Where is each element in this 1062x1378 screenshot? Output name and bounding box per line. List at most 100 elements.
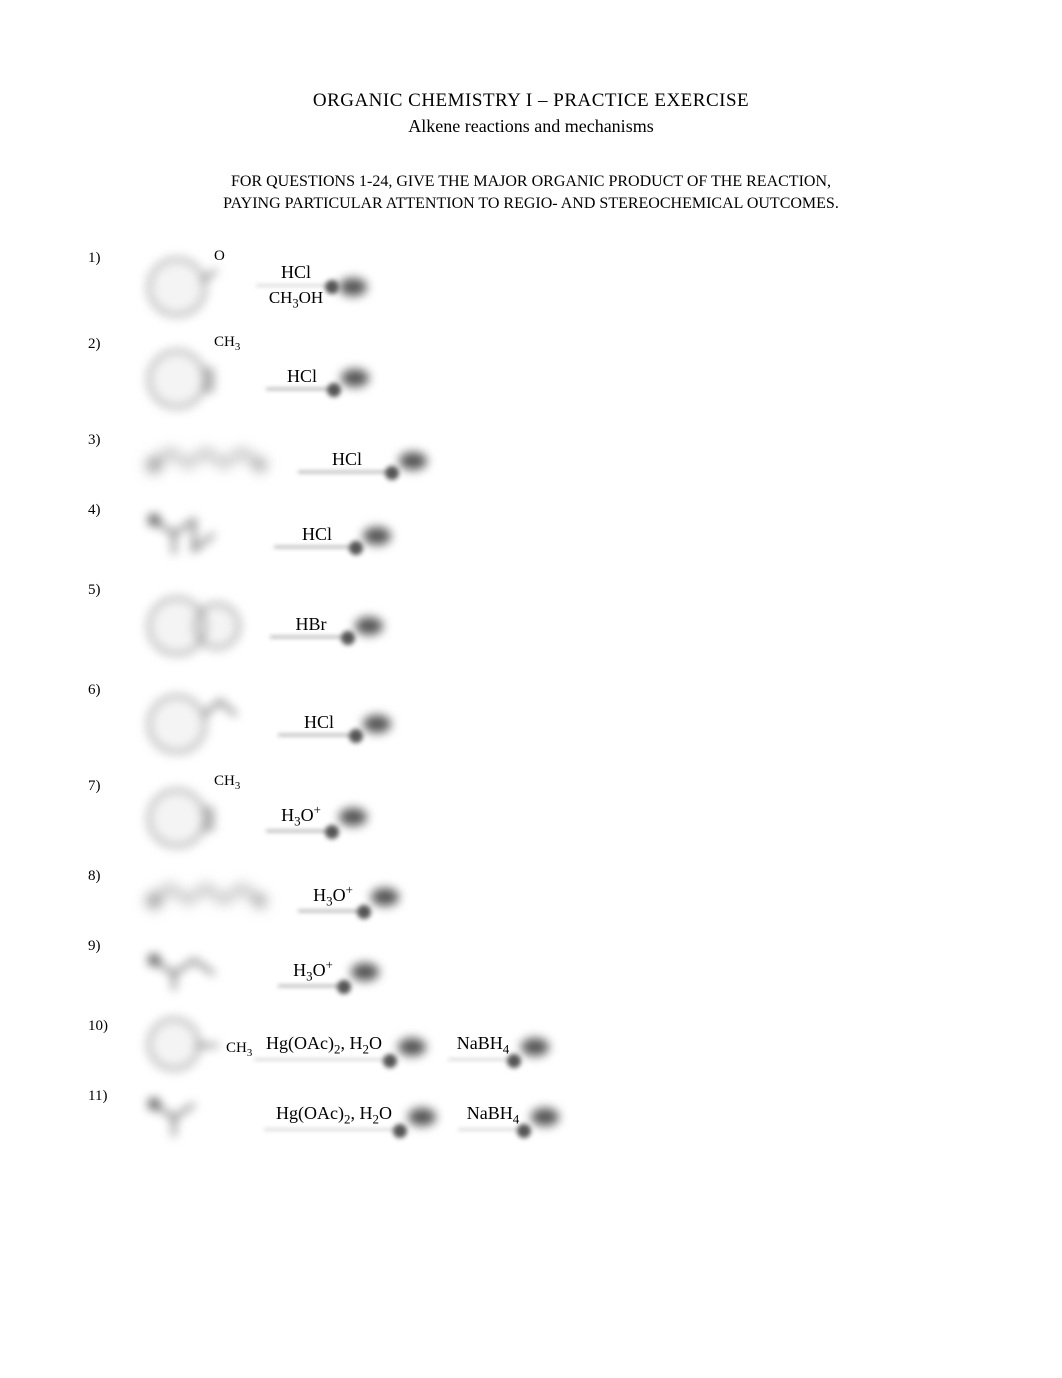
question-number: 2): [88, 330, 148, 353]
question-number: 1): [88, 244, 148, 267]
question-row: 2)CH3HCl: [88, 330, 1062, 426]
reagent-arrow: HCl: [266, 367, 338, 390]
question-row: 9) H3O+: [88, 932, 1062, 1012]
reagent-label: HCl: [304, 713, 334, 733]
page-title: ORGANIC CHEMISTRY I – PRACTICE EXERCISE: [0, 90, 1062, 112]
product-placeholder: [355, 617, 383, 635]
question-row: 8) H3O+: [88, 862, 1062, 932]
reaction-scheme: Hg(OAc)2, H2O NaBH4: [148, 1092, 559, 1143]
reagent-arrow: H3O+: [278, 958, 348, 987]
question-number: 6): [88, 676, 148, 699]
reaction-scheme: CH3HCl: [148, 342, 369, 414]
reagent-label: NaBH4: [467, 1104, 519, 1127]
reaction-arrow: [298, 471, 396, 473]
reaction-arrow: [278, 734, 360, 736]
question-row: 6) HCl: [88, 676, 1062, 772]
question-row: 3) HCl: [88, 426, 1062, 496]
question-number: 11): [88, 1082, 148, 1105]
molecule-structure: [148, 506, 244, 567]
question-number: 8): [88, 862, 148, 885]
reaction-arrow: [266, 830, 336, 832]
product-placeholder: [351, 963, 379, 981]
reaction-scheme: CH3H3O+: [148, 781, 367, 853]
reaction-arrow: [270, 636, 352, 638]
product-placeholder: [399, 452, 427, 470]
product-placeholder: [521, 1038, 549, 1056]
product-placeholder: [363, 715, 391, 733]
reagent-label: Hg(OAc)2, H2O: [276, 1104, 392, 1127]
reaction-scheme: HCl: [148, 691, 391, 757]
reagent-arrow-step2: NaBH4: [458, 1104, 528, 1130]
reagent-label: H3O+: [313, 883, 353, 909]
reaction-scheme: H3O+: [148, 948, 379, 997]
intermediate-placeholder: [408, 1108, 436, 1126]
reagent-label: NaBH4: [457, 1034, 509, 1057]
reagent-label: H3O+: [281, 803, 321, 829]
reaction-scheme: HCl: [148, 506, 391, 567]
reaction-arrow: [254, 1059, 394, 1061]
reagent-arrow: HBr: [270, 615, 352, 638]
reagent-arrow: H3O+: [298, 883, 368, 912]
molecule-structure: [148, 256, 226, 318]
structure-annotation: CH3: [214, 773, 240, 792]
reagent-arrow: HCl: [298, 450, 396, 473]
question-row: 7)CH3H3O+: [88, 772, 1062, 862]
structure-annotation: CH3: [214, 334, 240, 353]
question-row: 4) HCl: [88, 496, 1062, 576]
reagent-arrow: HCl: [274, 525, 360, 548]
structure-annotation: O: [214, 248, 225, 265]
question-row: 1) O HCl CH3OH: [88, 244, 1062, 330]
question-row: 11) Hg(OAc)2, H2O NaBH4: [88, 1082, 1062, 1152]
reaction-arrow: [266, 388, 338, 390]
reagent-arrow-step2: NaBH4: [448, 1034, 518, 1060]
reagent-arrow: HCl CH3OH: [256, 263, 336, 312]
reaction-arrow: [256, 285, 336, 287]
molecule-structure: [148, 597, 240, 655]
instructions-block: FOR QUESTIONS 1-24, GIVE THE MAJOR ORGAN…: [0, 171, 1062, 214]
molecule-structure: [148, 691, 248, 757]
structure-annotation: CH3: [226, 1040, 252, 1059]
molecule-structure: [148, 948, 248, 997]
question-number: 5): [88, 576, 148, 599]
reagent-label: H3O+: [293, 958, 333, 984]
product-placeholder: [339, 808, 367, 826]
questions-list: 1)OHClCH3OH2)CH3HCl3)HCl4)HCl5)HBr6)HCl7…: [0, 244, 1062, 1152]
question-number: 3): [88, 426, 148, 449]
question-number: 9): [88, 932, 148, 955]
product-placeholder: [341, 369, 369, 387]
question-row: 10) CH3 Hg(OAc)2, H2O NaBH4: [88, 1012, 1062, 1082]
reaction-scheme: HBr: [148, 597, 383, 655]
instructions-line2: PAYING PARTICULAR ATTENTION TO REGIO- AN…: [0, 193, 1062, 215]
instructions-line1: FOR QUESTIONS 1-24, GIVE THE MAJOR ORGAN…: [0, 171, 1062, 193]
molecule-structure: [148, 1018, 224, 1076]
reaction-arrow: [278, 985, 348, 987]
reagent-label: HCl: [332, 450, 362, 470]
reagent-label: HCl: [302, 525, 332, 545]
molecule-structure: [148, 443, 268, 480]
question-row: 5) HBr: [88, 576, 1062, 676]
question-number: 4): [88, 496, 148, 519]
reaction-arrow: [298, 910, 368, 912]
reagent-label: HCl: [281, 263, 311, 283]
molecule-structure: [148, 1092, 234, 1143]
question-number: 10): [88, 1012, 148, 1035]
reagent-label-bottom: CH3OH: [269, 288, 323, 311]
product-placeholder: [371, 888, 399, 906]
question-number: 7): [88, 772, 148, 795]
reaction-arrow: [448, 1059, 518, 1061]
reaction-arrow: [274, 546, 360, 548]
reaction-scheme: OHClCH3OH: [148, 256, 367, 318]
product-placeholder: [363, 527, 391, 545]
reaction-scheme: CH3 Hg(OAc)2, H2O NaBH4: [148, 1018, 549, 1076]
reagent-arrow: HCl: [278, 713, 360, 736]
molecule-structure: [148, 879, 268, 916]
product-placeholder: [531, 1108, 559, 1126]
page-subtitle: Alkene reactions and mechanisms: [0, 116, 1062, 137]
header: ORGANIC CHEMISTRY I – PRACTICE EXERCISE …: [0, 0, 1062, 137]
reaction-arrow: [458, 1129, 528, 1131]
intermediate-placeholder: [398, 1038, 426, 1056]
reagent-label: Hg(OAc)2, H2O: [266, 1034, 382, 1057]
reagent-label: HBr: [296, 615, 327, 635]
reagent-arrow: Hg(OAc)2, H2O: [254, 1034, 394, 1060]
reaction-scheme: H3O+: [148, 879, 399, 916]
